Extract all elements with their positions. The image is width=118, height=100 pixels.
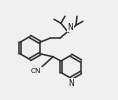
Text: N: N [67, 23, 73, 32]
Text: N: N [68, 79, 74, 88]
Text: CN: CN [31, 68, 41, 74]
